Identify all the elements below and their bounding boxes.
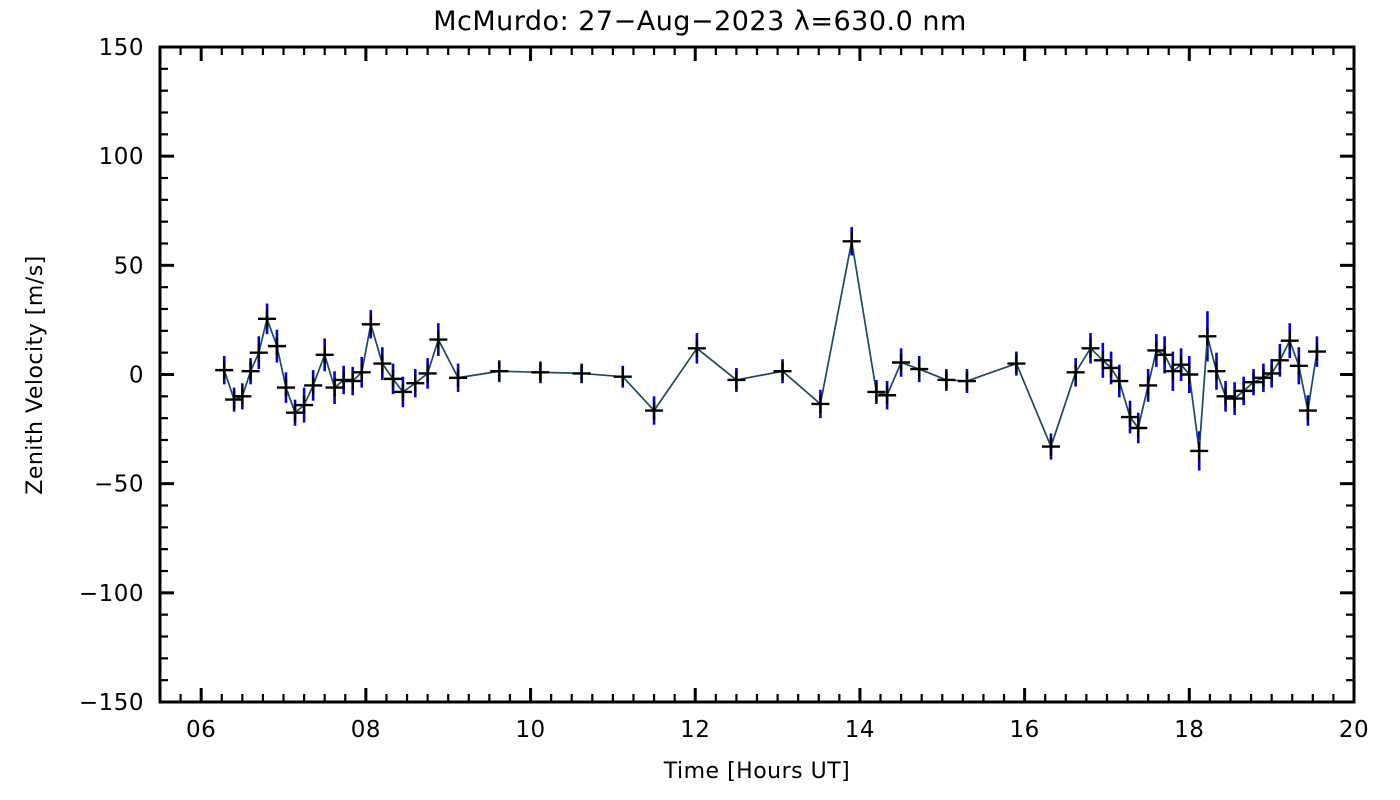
x-tick-label: 20 <box>1339 717 1369 743</box>
plot-title: McMurdo: 27−Aug−2023 λ=630.0 nm <box>433 6 967 37</box>
x-tick-labels: 06 08 10 12 14 16 18 20 <box>186 717 1369 743</box>
plot-frame <box>158 45 1356 704</box>
plot-axes <box>158 45 1356 704</box>
y-tick-label: 150 <box>99 35 144 61</box>
y-tick-label: 0 <box>129 363 144 389</box>
data-markers <box>215 232 1326 460</box>
y-tick-label: −150 <box>79 690 144 716</box>
x-tick-label: 14 <box>845 717 875 743</box>
y-axis-label: Zenith Velocity [m/s] <box>23 255 48 495</box>
y-tick-label: 100 <box>99 144 144 170</box>
x-tick-label: 12 <box>680 717 710 743</box>
x-tick-label: 08 <box>351 717 381 743</box>
data-line <box>223 240 1318 452</box>
x-axis-label: Time [Hours UT] <box>663 759 851 784</box>
error-bars <box>222 227 1319 471</box>
y-tick-label: −50 <box>94 472 144 498</box>
y-tick-labels: −150 −100 −50 0 50 100 150 <box>79 35 144 716</box>
x-tick-label: 10 <box>515 717 545 743</box>
y-tick-label: −100 <box>79 581 144 607</box>
data-polyline <box>223 240 1318 452</box>
y-tick-label: 50 <box>114 253 144 279</box>
x-tick-label: 06 <box>186 717 216 743</box>
x-tick-label: 16 <box>1009 717 1039 743</box>
x-tick-label: 18 <box>1174 717 1204 743</box>
